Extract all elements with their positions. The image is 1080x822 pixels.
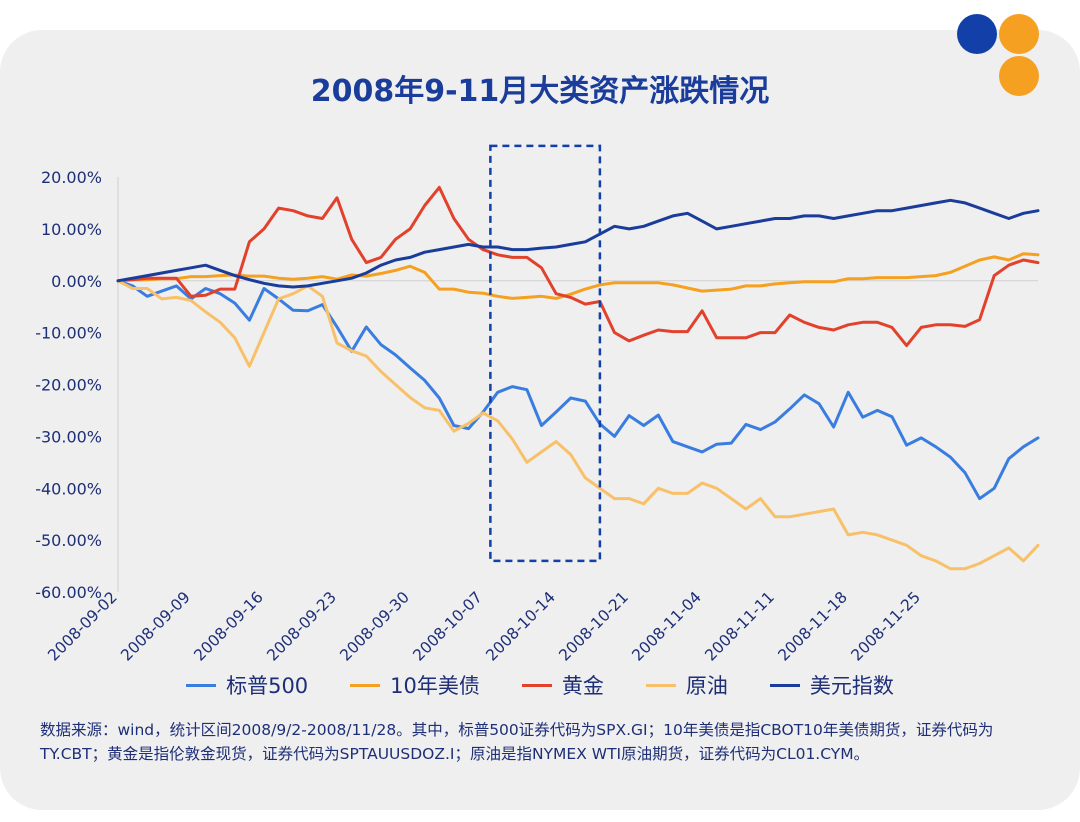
- x-tick-label: 2008-11-18: [775, 588, 851, 664]
- y-tick-label: 10.00%: [41, 220, 102, 239]
- legend-swatch: [521, 683, 552, 687]
- y-tick-label: 0.00%: [51, 272, 102, 291]
- legend-item: 原油: [645, 670, 728, 700]
- legend-item: 美元指数: [769, 670, 894, 700]
- y-tick-label: -20.00%: [35, 376, 102, 395]
- series-line-美元指数: [116, 198, 1040, 289]
- x-tick-label: 2008-09-23: [263, 588, 339, 664]
- x-tick-label: 2008-09-30: [336, 588, 412, 664]
- x-tick-label: 2008-09-16: [190, 588, 266, 664]
- legend-swatch: [186, 683, 217, 687]
- x-tick-label: 2008-11-11: [702, 588, 778, 664]
- y-tick-label: -30.00%: [35, 427, 102, 446]
- series-line-标普500: [116, 279, 1040, 501]
- legend-label: 10年美债: [390, 674, 480, 698]
- series-line-10年美债: [116, 252, 1040, 300]
- legend-label: 美元指数: [809, 674, 894, 698]
- legend-label: 黄金: [561, 674, 604, 698]
- x-tick-label: 2008-09-09: [117, 588, 193, 664]
- legend-label: 原油: [685, 674, 728, 698]
- legend-label: 标普500: [226, 674, 309, 698]
- series-line-原油: [116, 279, 1040, 571]
- chart-title: 2008年9-11月大类资产涨跌情况: [310, 74, 770, 109]
- decor-dot-orange-bottom: [999, 56, 1039, 96]
- x-tick-label: 2008-11-25: [848, 588, 924, 664]
- decor-dot-blue: [957, 14, 997, 54]
- legend-swatch: [645, 683, 676, 687]
- x-tick-label: 2008-10-14: [482, 588, 558, 664]
- chart-legend: 标普500 10年美债 黄金 原油 美元指数: [0, 670, 1080, 700]
- legend-swatch: [769, 683, 800, 687]
- x-tick-label: 2008-10-21: [556, 588, 632, 664]
- y-tick-label: -40.00%: [35, 479, 102, 498]
- legend-item: 10年美债: [350, 670, 480, 700]
- legend-swatch: [350, 683, 381, 687]
- legend-item: 黄金: [521, 670, 604, 700]
- y-tick-label: -60.00%: [35, 583, 102, 602]
- legend-item: 标普500: [186, 670, 308, 700]
- decor-dot-orange-top: [999, 14, 1039, 54]
- y-tick-label: 20.00%: [41, 168, 102, 187]
- x-tick-label: 2008-11-04: [629, 588, 705, 664]
- y-tick-label: -10.00%: [35, 324, 102, 343]
- highlight-box: [489, 144, 602, 563]
- source-note: 数据来源：wind，统计区间2008/9/2-2008/11/28。其中，标普5…: [40, 721, 994, 763]
- x-tick-label: 2008-10-07: [409, 588, 485, 664]
- series-line-黄金: [116, 185, 1040, 348]
- y-tick-label: -50.00%: [35, 531, 102, 550]
